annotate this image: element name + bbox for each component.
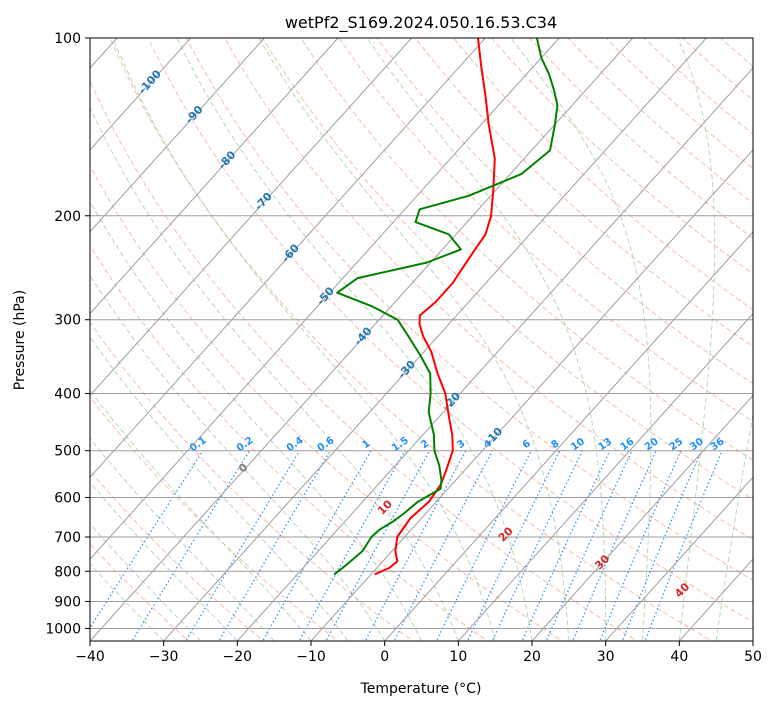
isotherm-line	[383, 230, 753, 641]
moist-adiabat-line	[258, 38, 570, 641]
mixing-ratio-line	[393, 450, 493, 641]
isotherm-line	[90, 38, 560, 560]
chart-title: wetPf2_S169.2024.050.16.53.C34	[285, 13, 557, 33]
isotherm-line	[310, 149, 753, 641]
x-axis-label: Temperature (°C)	[360, 681, 482, 697]
moist-adiabat-line	[715, 411, 753, 641]
mixing-ratio-line	[621, 450, 702, 641]
moist-adiabat-line	[90, 523, 201, 641]
x-tick-label: 0	[380, 649, 389, 665]
x-tick-label: 50	[744, 649, 762, 665]
isotherm-grid	[90, 38, 753, 641]
isotherm-line	[90, 38, 266, 233]
y-tick-label: 900	[54, 594, 81, 610]
x-tick-label: −20	[223, 649, 253, 665]
y-tick-label: 300	[54, 313, 81, 329]
isotherm-line	[531, 394, 753, 641]
moist-adiabat-line	[90, 200, 422, 641]
x-tick-label: 30	[597, 649, 615, 665]
isotherm-line	[90, 38, 634, 641]
moist-adiabat-line	[90, 481, 238, 641]
temperature-profile	[374, 38, 496, 576]
y-tick-label: 600	[54, 490, 81, 506]
mixing-ratio-line	[90, 450, 204, 630]
isotherm-line	[604, 476, 753, 641]
moist-adiabat-line	[90, 389, 312, 641]
dry-adiabat-line	[185, 38, 753, 581]
isotherm-line	[90, 38, 413, 397]
moist-adiabat-line	[677, 38, 716, 641]
x-axis-ticks: −40 −30 −20 −10 0 10 20 30 40 50	[75, 641, 762, 665]
y-axis-ticks: 1000 900 800 700 600 500 400 300 200 100	[45, 31, 90, 637]
isotherm-line	[90, 38, 487, 479]
isotherm-line	[162, 38, 708, 641]
moist-adiabat-line	[366, 38, 607, 641]
moist-adiabat-line	[90, 563, 165, 641]
y-tick-label: 200	[54, 209, 81, 225]
mixing-ratio-line	[131, 450, 251, 641]
mixing-ratio-line	[218, 450, 331, 641]
plot-frame	[89, 37, 754, 642]
mixing-ratio-line	[466, 450, 561, 641]
mixing-ratio-line	[185, 450, 301, 641]
dry-adiabat-line	[376, 38, 753, 385]
y-tick-label: 700	[54, 530, 81, 546]
y-axis-label: Pressure (hPa)	[12, 290, 28, 390]
x-tick-label: 10	[449, 649, 467, 665]
moist-adiabats	[90, 38, 753, 641]
mixing-ratio-line	[491, 450, 584, 641]
dry-adiabat-line	[338, 38, 753, 423]
isobar-grid	[90, 38, 753, 629]
mixing-ratio-line	[325, 450, 431, 641]
y-tick-label: 800	[54, 564, 81, 580]
dewpoint-profile	[333, 38, 559, 576]
mixing-ratio-line	[599, 450, 682, 641]
isotherm-line	[457, 312, 753, 641]
dry-adiabat-line	[262, 38, 753, 501]
dry-adiabat-line	[90, 321, 414, 641]
x-tick-label: 20	[523, 649, 541, 665]
x-tick-label: −10	[296, 649, 326, 665]
moist-adiabat-line	[112, 38, 496, 641]
isotherm-line	[90, 38, 192, 151]
mixing-ratio-line	[572, 450, 657, 641]
y-tick-label: 500	[54, 444, 81, 460]
x-tick-label: −40	[75, 649, 105, 665]
y-tick-label: 400	[54, 387, 81, 403]
moist-adiabat-line	[90, 274, 386, 641]
moist-adiabat-line	[90, 106, 459, 641]
x-tick-label: 40	[670, 649, 688, 665]
isotherm-line	[236, 67, 753, 641]
sounding-profiles	[333, 38, 559, 576]
isotherm-line	[90, 38, 339, 315]
y-tick-label: 100	[54, 31, 81, 47]
moist-adiabat-line	[510, 38, 652, 641]
moist-adiabat-line	[90, 437, 275, 641]
x-tick-label: −30	[149, 649, 179, 665]
moist-adiabat-line	[176, 38, 533, 641]
y-tick-label: 1000	[45, 621, 81, 637]
